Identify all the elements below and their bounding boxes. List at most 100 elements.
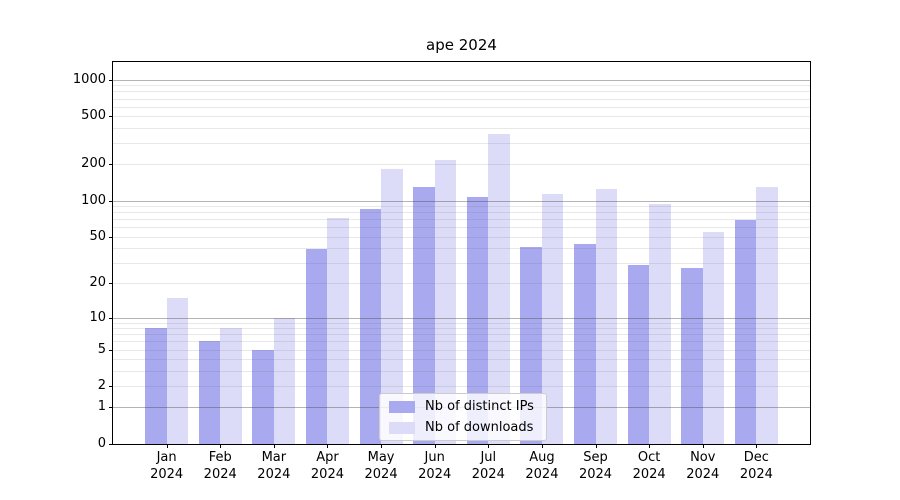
y-tick-mark (109, 317, 113, 319)
bar-downloads-apr (327, 217, 349, 444)
y-tick-label: 5 (97, 341, 106, 357)
x-tick-mark (649, 444, 651, 448)
x-tick-mark (327, 444, 329, 448)
y-tick-mark (109, 349, 113, 351)
bar-downloads-sep (595, 189, 618, 444)
bar-distinct-ips-sep (574, 244, 596, 444)
y-tick-mark (109, 444, 113, 445)
legend: Nb of distinct IPs Nb of downloads (379, 393, 547, 441)
bar-downloads-dec (756, 186, 778, 444)
y-tick-mark (109, 236, 113, 238)
bar-distinct-ips-may (359, 209, 382, 444)
gridline-minor (113, 98, 810, 100)
bar-downloads-jan (166, 297, 189, 444)
bars-layer (113, 62, 810, 444)
bar-distinct-ips-feb (198, 341, 221, 444)
y-tick-mark (109, 116, 113, 118)
legend-row-downloads: Nb of downloads (389, 420, 537, 435)
gridline-major (113, 200, 810, 202)
gridline-major (113, 79, 810, 81)
bar-downloads-feb (220, 328, 242, 444)
gridline-minor (113, 143, 810, 145)
legend-swatch-downloads-icon (389, 421, 415, 434)
x-tick-label-mar: Mar 2024 (257, 450, 291, 482)
y-tick-mark (109, 386, 113, 388)
bar-distinct-ips-nov (681, 268, 703, 444)
bar-distinct-ips-apr (305, 249, 328, 444)
bar-distinct-ips-dec (734, 219, 757, 444)
x-tick-label-sep: Sep 2024 (578, 450, 613, 482)
x-tick-mark (595, 444, 597, 448)
x-tick-mark (166, 444, 168, 448)
gridline-major (113, 317, 810, 319)
y-tick-label: 1 (97, 399, 106, 415)
bar-distinct-ips-mar (252, 349, 274, 444)
legend-row-distinct-ips: Nb of distinct IPs (389, 399, 537, 414)
x-tick-label-jul: Jul 2024 (471, 450, 505, 482)
y-tick-label: 10 (89, 309, 106, 325)
gridline-minor (113, 106, 810, 108)
x-tick-label-dec: Dec 2024 (739, 450, 773, 482)
gridline-minor (113, 283, 810, 285)
bar-downloads-nov (702, 231, 725, 444)
gridline-minor (113, 349, 810, 351)
y-tick-label: 200 (81, 156, 106, 172)
y-tick-label: 20 (89, 275, 106, 291)
y-tick-label: 2 (97, 378, 106, 394)
bar-distinct-ips-jan (145, 328, 167, 444)
gridline-minor (113, 334, 810, 336)
gridline-minor (113, 386, 810, 388)
x-tick-mark (488, 444, 490, 448)
gridline-minor (113, 116, 810, 118)
gridline-minor (113, 85, 810, 87)
x-tick-mark (702, 444, 704, 448)
gridline-minor (113, 164, 810, 166)
gridline-minor (113, 127, 810, 129)
x-tick-mark (381, 444, 383, 448)
gridline-minor (113, 370, 810, 372)
y-tick-label: 500 (81, 108, 106, 124)
gridline-minor (113, 248, 810, 250)
x-tick-label-apr: Apr 2024 (310, 450, 344, 482)
x-tick-label-nov: Nov 2024 (686, 450, 720, 482)
gridline-minor (113, 359, 810, 361)
x-tick-mark (756, 444, 758, 448)
gridline-minor (113, 212, 810, 214)
y-tick-mark (109, 164, 113, 166)
grid-layer (113, 62, 810, 444)
bar-downloads-may (381, 169, 403, 444)
x-tick-label-jun: Jun 2024 (418, 450, 452, 482)
gridline-minor (113, 341, 810, 343)
bar-downloads-aug (541, 193, 564, 444)
x-tick-label-oct: Oct 2024 (632, 450, 666, 482)
bar-distinct-ips-jun (413, 186, 435, 444)
legend-swatch-distinct-ips-icon (389, 400, 415, 413)
plot-area: Nb of distinct IPs Nb of downloads (112, 61, 811, 445)
x-tick-mark (220, 444, 222, 448)
bar-distinct-ips-jul (466, 196, 489, 444)
chart-title: ape 2024 (426, 36, 497, 54)
bar-downloads-jul (488, 133, 510, 444)
y-tick-label: 1000 (72, 71, 106, 87)
y-tick-label: 50 (89, 228, 106, 244)
x-tick-mark (541, 444, 543, 448)
y-tick-mark (109, 200, 113, 202)
gridline-minor (113, 322, 810, 324)
legend-label-downloads: Nb of downloads (425, 420, 534, 435)
legend-label-distinct-ips: Nb of distinct IPs (425, 399, 534, 414)
x-tick-label-may: May 2024 (364, 450, 398, 482)
x-tick-mark (434, 444, 436, 448)
gridline-minor (113, 206, 810, 208)
bar-distinct-ips-oct (627, 264, 650, 444)
y-tick-label: 100 (81, 192, 106, 208)
gridline-minor (113, 262, 810, 264)
y-tick-label: 0 (97, 436, 106, 451)
bar-downloads-jun (434, 159, 457, 444)
x-tick-label-jan: Jan 2024 (150, 450, 184, 482)
y-tick-mark (109, 79, 113, 81)
bar-downloads-mar (273, 317, 296, 444)
bar-downloads-oct (649, 204, 671, 444)
gridline-minor (113, 328, 810, 330)
x-tick-label-aug: Aug 2024 (525, 450, 559, 482)
